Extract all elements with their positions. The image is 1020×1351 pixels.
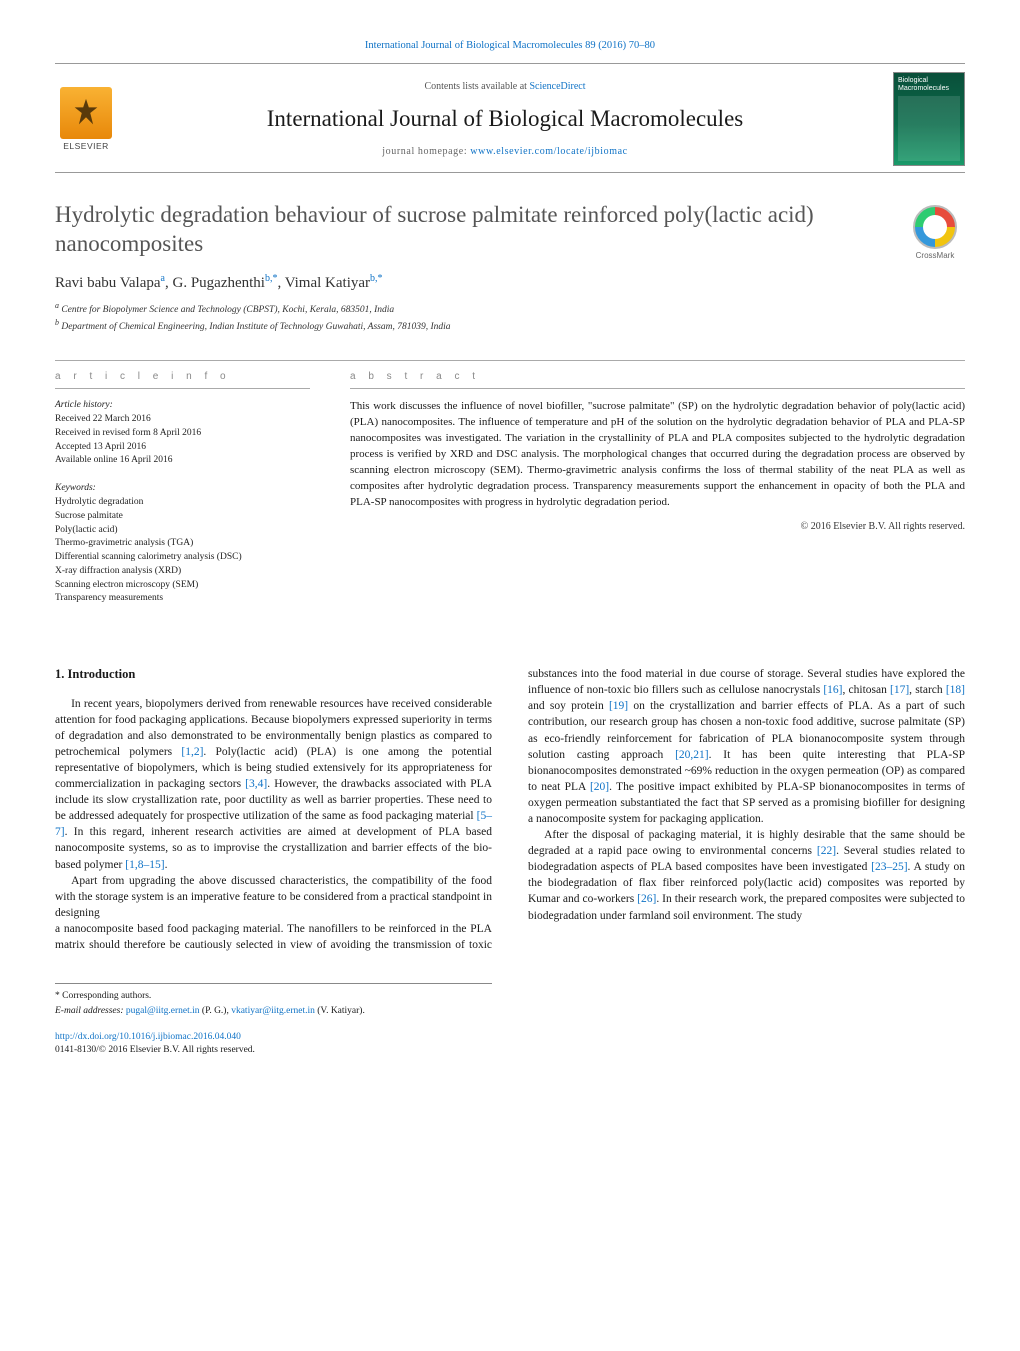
keyword-0: Hydrolytic degradation <box>55 496 310 510</box>
ref-26[interactable]: [26] <box>637 893 656 905</box>
email-1-who: (P. G.) <box>202 1006 227 1016</box>
author-list: Ravi babu Valapaa, G. Pugazhenthib,*, Vi… <box>55 273 965 292</box>
corresponding-author-footnote: * Corresponding authors. E-mail addresse… <box>55 983 492 1057</box>
contents-lists-line: Contents lists available at ScienceDirec… <box>424 81 585 92</box>
ref-20[interactable]: [20] <box>590 781 609 793</box>
intro-para-1: In recent years, biopolymers derived fro… <box>55 696 492 873</box>
elsevier-tree-icon <box>60 87 112 139</box>
email-1[interactable]: pugal@iitg.ernet.in <box>126 1006 200 1016</box>
history-line-3: Available online 16 April 2016 <box>55 454 310 468</box>
affil-a-text: Centre for Biopolymer Science and Techno… <box>61 305 394 315</box>
article-info-heading: a r t i c l e i n f o <box>55 361 310 389</box>
ref-20-21[interactable]: [20,21] <box>675 749 709 761</box>
author-2-affil-sup: b,* <box>265 273 278 284</box>
abstract-heading: a b s t r a c t <box>350 361 965 389</box>
email-2[interactable]: vkatiyar@iitg.ernet.in <box>231 1006 315 1016</box>
email-label: E-mail addresses: <box>55 1006 124 1016</box>
affil-a-key: a <box>55 301 59 310</box>
running-header: International Journal of Biological Macr… <box>55 40 965 51</box>
keyword-3: Thermo-gravimetric analysis (TGA) <box>55 537 310 551</box>
masthead-center: Contents lists available at ScienceDirec… <box>135 72 875 166</box>
email-2-who: (V. Katiyar). <box>317 1006 365 1016</box>
footnote-right-spacer <box>528 983 965 1057</box>
homepage-prefix: journal homepage: <box>382 146 470 157</box>
article-header: CrossMark Hydrolytic degradation behavio… <box>55 201 965 334</box>
author-1: Ravi babu Valapaa <box>55 275 165 291</box>
intro-para-4: After the disposal of packaging material… <box>528 827 965 924</box>
info-abstract-row: a r t i c l e i n f o Article history: R… <box>55 360 965 620</box>
affiliation-a: a Centre for Biopolymer Science and Tech… <box>55 300 965 317</box>
ref-18[interactable]: [18] <box>946 684 965 696</box>
running-header-link[interactable]: International Journal of Biological Macr… <box>365 40 655 51</box>
author-1-name: Ravi babu Valapa <box>55 275 161 291</box>
journal-masthead: ELSEVIER Contents lists available at Sci… <box>55 63 965 173</box>
journal-homepage-link[interactable]: www.elsevier.com/locate/ijbiomac <box>470 146 627 157</box>
corr-author-label: * Corresponding authors. <box>55 990 492 1003</box>
p1-e: . <box>165 859 168 871</box>
author-2: G. Pugazhenthib,* <box>172 275 277 291</box>
journal-homepage-line: journal homepage: www.elsevier.com/locat… <box>382 146 627 157</box>
article-history-label: Article history: <box>55 399 310 413</box>
abstract-text: This work discusses the influence of nov… <box>350 399 965 511</box>
affil-b-text: Department of Chemical Engineering, Indi… <box>61 322 450 332</box>
footnote-row: * Corresponding authors. E-mail addresse… <box>55 983 965 1057</box>
ref-16[interactable]: [16] <box>823 684 842 696</box>
ref-23-25[interactable]: [23–25] <box>871 861 907 873</box>
intro-para-2: Apart from upgrading the above discussed… <box>55 873 492 921</box>
keywords-block: Keywords: Hydrolytic degradation Sucrose… <box>55 482 310 606</box>
doi-block: http://dx.doi.org/10.1016/j.ijbiomac.201… <box>55 1031 492 1058</box>
contents-prefix: Contents lists available at <box>424 81 529 92</box>
history-line-2: Accepted 13 April 2016 <box>55 441 310 455</box>
p3-b: , chitosan <box>843 684 891 696</box>
article-body: 1. Introduction In recent years, biopoly… <box>55 666 965 953</box>
p3-c: , starch <box>909 684 946 696</box>
issn-copyright-line: 0141-8130/© 2016 Elsevier B.V. All right… <box>55 1044 492 1057</box>
history-line-0: Received 22 March 2016 <box>55 413 310 427</box>
article-history-block: Article history: Received 22 March 2016 … <box>55 399 310 468</box>
keyword-4: Differential scanning calorimetry analys… <box>55 551 310 565</box>
keyword-1: Sucrose palmitate <box>55 510 310 524</box>
p3-d: and soy protein <box>528 700 609 712</box>
author-2-name: G. Pugazhenthi <box>172 275 264 291</box>
author-3: Vimal Katiyarb,* <box>285 275 383 291</box>
elsevier-logo: ELSEVIER <box>55 72 117 166</box>
ref-19[interactable]: [19] <box>609 700 628 712</box>
author-3-affil-sup: b,* <box>370 273 383 284</box>
keyword-6: Scanning electron microscopy (SEM) <box>55 579 310 593</box>
ref-1-8-15[interactable]: [1,8–15] <box>125 859 164 871</box>
p1-d: . In this regard, inherent research acti… <box>55 826 492 870</box>
abstract-column: a b s t r a c t This work discusses the … <box>350 361 965 620</box>
keywords-label: Keywords: <box>55 482 310 496</box>
ref-22[interactable]: [22] <box>817 845 836 857</box>
ref-17[interactable]: [17] <box>890 684 909 696</box>
keywords-list: Hydrolytic degradation Sucrose palmitate… <box>55 496 310 606</box>
cover-title-line2: Macromolecules <box>898 85 960 93</box>
crossmark-label: CrossMark <box>905 251 965 260</box>
journal-title: International Journal of Biological Macr… <box>267 106 743 132</box>
cover-art-placeholder <box>898 96 960 161</box>
crossmark-widget[interactable]: CrossMark <box>905 205 965 260</box>
article-info-column: a r t i c l e i n f o Article history: R… <box>55 361 310 620</box>
ref-1-2[interactable]: [1,2] <box>181 746 203 758</box>
affil-b-key: b <box>55 318 59 327</box>
author-1-affil-sup: a <box>161 273 165 284</box>
ref-3-4[interactable]: [3,4] <box>245 778 267 790</box>
keyword-7: Transparency measurements <box>55 592 310 606</box>
affiliation-b: b Department of Chemical Engineering, In… <box>55 317 965 334</box>
elsevier-wordmark: ELSEVIER <box>63 141 109 151</box>
section-1-heading: 1. Introduction <box>55 666 492 684</box>
doi-link[interactable]: http://dx.doi.org/10.1016/j.ijbiomac.201… <box>55 1032 241 1042</box>
email-line: E-mail addresses: pugal@iitg.ernet.in (P… <box>55 1005 492 1018</box>
article-title: Hydrolytic degradation behaviour of sucr… <box>55 201 835 259</box>
author-3-name: Vimal Katiyar <box>285 275 370 291</box>
crossmark-icon <box>913 205 957 249</box>
sciencedirect-link[interactable]: ScienceDirect <box>529 81 585 92</box>
keyword-5: X-ray diffraction analysis (XRD) <box>55 565 310 579</box>
history-line-1: Received in revised form 8 April 2016 <box>55 427 310 441</box>
abstract-copyright: © 2016 Elsevier B.V. All rights reserved… <box>350 521 965 532</box>
cover-title-line1: Biological <box>898 77 960 85</box>
journal-cover-thumbnail: Biological Macromolecules <box>893 72 965 166</box>
keyword-2: Poly(lactic acid) <box>55 524 310 538</box>
